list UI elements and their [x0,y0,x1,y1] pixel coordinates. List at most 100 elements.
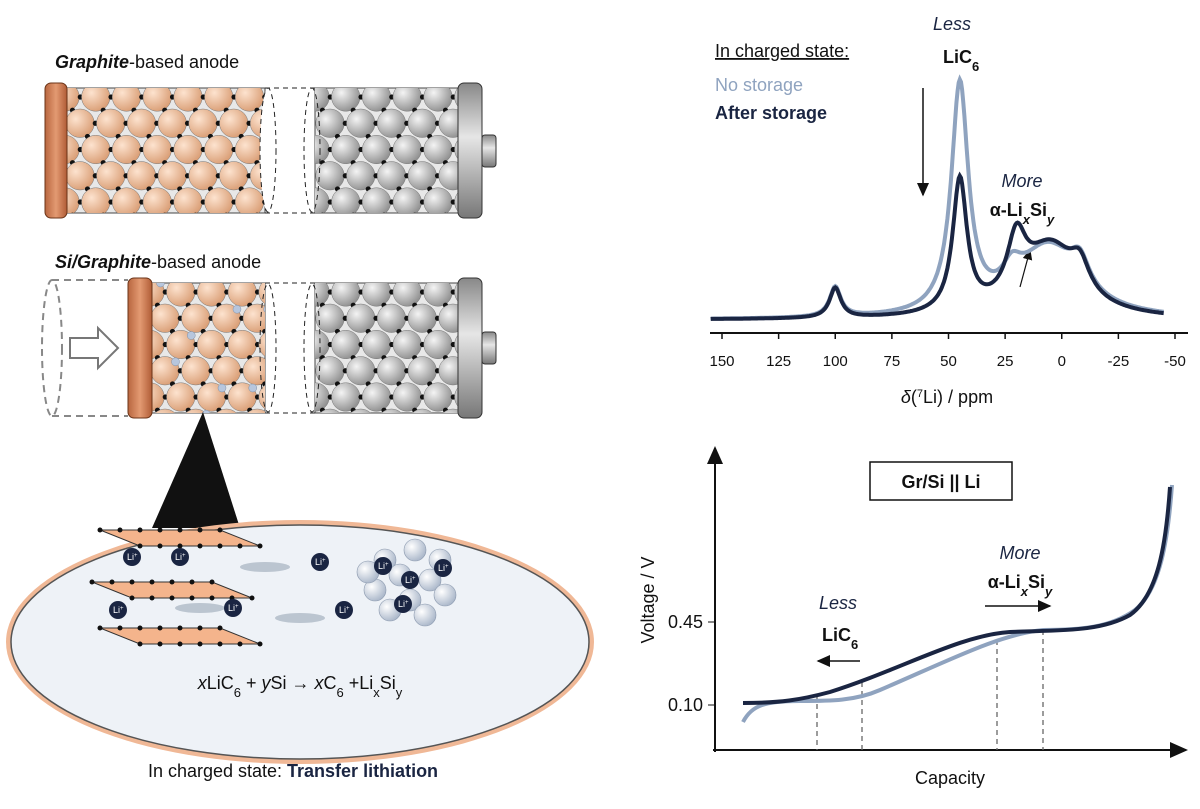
carbon [262,434,267,439]
particle [377,161,406,191]
carbon [169,595,175,601]
particle [242,303,265,333]
particle [188,108,218,138]
particle [173,187,203,213]
carbon [435,421,440,426]
nmr-spectrum: In charged state: No storage After stora… [709,14,1188,407]
ion-symbol: Li [339,605,346,615]
particle [157,108,187,138]
particle [392,330,422,359]
ion-symbol: Li [113,605,120,615]
carbon [137,527,143,533]
particle [112,88,141,112]
annotation: More [999,543,1040,563]
annotation: LiC6 [822,625,858,652]
ion-label: Li+ [113,605,124,615]
particle [423,330,453,359]
voltage-profile: Gr/Si || Li Voltage / V Capacity 0.45 0.… [638,446,1188,788]
carbon [255,212,259,213]
diffusion-blur [275,613,325,623]
particle [377,108,406,138]
carbon [197,527,203,533]
ion-charge: + [412,576,416,582]
particle [407,161,437,191]
annotation: Less [819,593,857,613]
tick-label: 25 [997,353,1014,370]
carbon [335,434,340,439]
carbon [197,543,203,549]
annotation: α-LixSiy [990,200,1055,227]
particle [185,408,207,413]
particle [219,108,249,138]
ion-symbol: Li [127,552,134,562]
carbon [278,303,283,308]
particle [331,88,361,112]
carbon [286,342,291,347]
carbon [132,212,136,213]
ion-symbol: Li [398,599,405,609]
particle [392,187,422,213]
particle [442,408,460,413]
carbon [239,421,244,426]
carbon [117,625,123,631]
particle [142,187,172,213]
ion-symbol: Li [228,603,235,613]
carbon [217,641,223,647]
carbon [444,212,447,213]
carbon [231,434,236,439]
silicon [202,410,211,413]
ion-charge: + [120,606,124,612]
annotation: α-LixSiy [988,572,1053,599]
carbon [343,421,348,426]
particle [315,382,330,412]
particle [411,408,433,413]
particle [315,283,330,307]
particle [127,108,156,138]
particle [423,135,453,164]
tick-label: 0.10 [668,695,703,715]
carbon [404,421,409,426]
particle [112,135,141,164]
particle [65,161,95,191]
carbon [149,579,155,585]
particle [227,283,257,307]
particle [166,283,196,307]
illustration: Graphite-based anode Si/Graphite-based a… [6,52,594,781]
particle [112,187,141,213]
anode-label: Graphite-based anode [55,52,239,72]
carbon [89,579,95,585]
carbon [321,212,324,213]
carbon [396,434,401,439]
carbon [137,625,143,631]
particle [204,88,234,112]
particle [331,187,361,213]
silicon [156,283,165,288]
carbon [224,212,228,213]
particle [362,283,391,307]
carbon [217,625,223,631]
carbon [157,641,163,647]
particle [150,303,180,333]
particle [173,88,203,112]
carbon [101,212,105,213]
particle [315,135,330,164]
carbon [137,641,143,647]
carbon [157,527,163,533]
silicon [232,305,242,314]
carbon [109,579,115,585]
carbon [277,121,282,126]
carbon [197,641,203,647]
tick-label: -25 [1108,353,1130,370]
particle [392,135,422,164]
lithiation-inset: Li+ Li+Li+Li+ Li+ Li+Li+Li+Li+Li+ [89,527,457,647]
cells [41,82,497,439]
particle [392,382,422,412]
particle [362,382,391,412]
carbon [117,527,123,533]
carbon [157,625,163,631]
ion-label: Li+ [438,563,449,573]
particle [127,161,156,191]
particle [438,108,460,138]
tick-label: 100 [823,353,848,370]
carbon [270,421,275,426]
